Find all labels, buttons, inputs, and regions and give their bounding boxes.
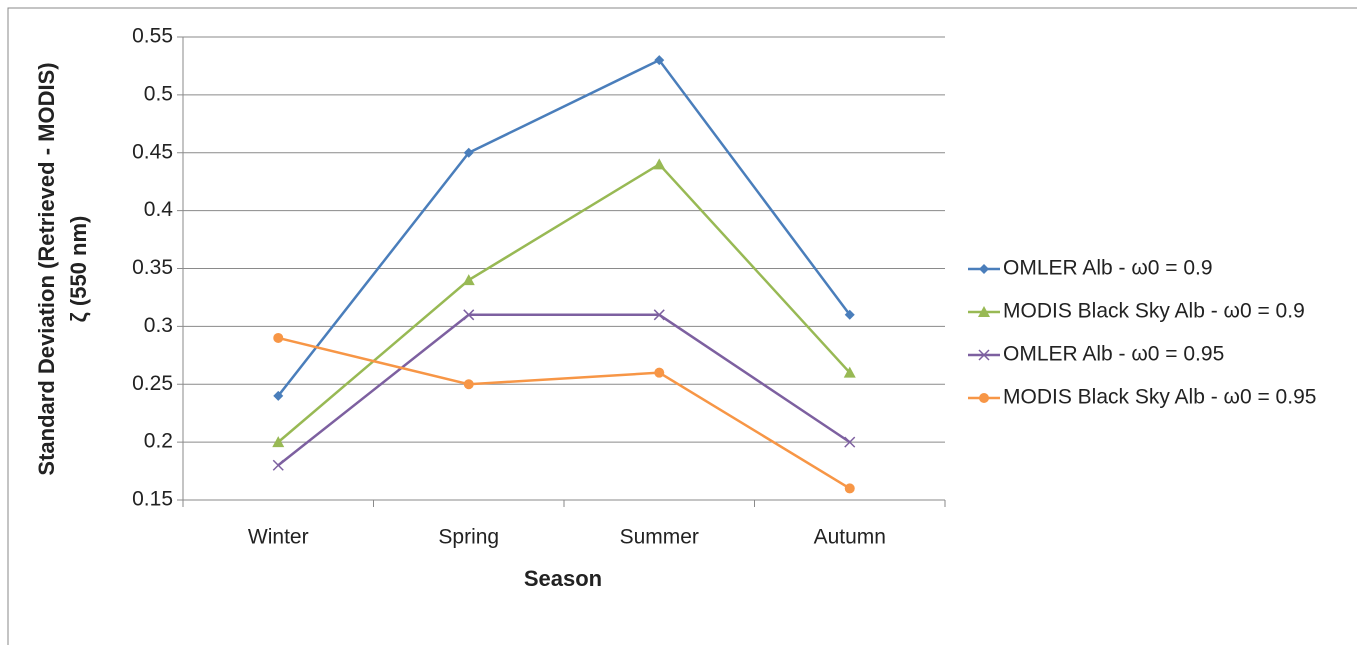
- marker: [844, 309, 855, 320]
- x-tick-label: Winter: [248, 526, 309, 549]
- series-line: [277, 162, 851, 444]
- marker: [978, 306, 990, 317]
- series-line: [277, 58, 851, 397]
- y-tick-label: 0.2: [144, 430, 173, 453]
- marker: [843, 366, 856, 378]
- x-tick-label: Spring: [438, 526, 499, 549]
- y-tick-label: 0.15: [132, 488, 173, 511]
- marker: [463, 379, 474, 390]
- chart-border: [7, 7, 1357, 645]
- marker: [979, 393, 989, 403]
- legend-label: MODIS Black Sky Alb - ω0 = 0.95: [1003, 386, 1316, 409]
- x-tick-label: Summer: [620, 526, 699, 549]
- legend-label: OMLER Alb - ω0 = 0.95: [1003, 343, 1224, 366]
- marker: [654, 367, 665, 378]
- marker: [462, 274, 475, 286]
- marker: [654, 55, 665, 66]
- marker: [979, 264, 989, 274]
- series-line: [277, 336, 851, 490]
- marker: [844, 436, 856, 448]
- legend-label: MODIS Black Sky Alb - ω0 = 0.9: [1003, 300, 1305, 323]
- y-tick-label: 0.5: [144, 82, 173, 105]
- marker: [653, 158, 666, 170]
- legend-label: OMLER Alb - ω0 = 0.9: [1003, 257, 1213, 280]
- y-axis-label: ζ (550 nm): [66, 216, 91, 323]
- y-tick-label: 0.25: [132, 372, 173, 395]
- marker: [272, 459, 284, 471]
- marker: [272, 436, 285, 448]
- series-line: [277, 313, 851, 467]
- marker: [978, 349, 990, 361]
- marker: [463, 147, 474, 158]
- marker: [463, 309, 475, 321]
- marker: [653, 309, 665, 321]
- y-tick-label: 0.35: [132, 256, 173, 279]
- marker: [273, 332, 284, 343]
- marker: [273, 390, 284, 401]
- y-axis-label: Standard Deviation (Retrieved - MODIS): [34, 62, 59, 475]
- y-tick-label: 0.4: [144, 198, 174, 221]
- x-tick-label: Autumn: [814, 526, 886, 549]
- x-axis-label: Season: [524, 566, 602, 591]
- y-tick-label: 0.3: [144, 314, 173, 337]
- marker: [844, 483, 855, 494]
- y-tick-label: 0.45: [132, 140, 173, 163]
- y-tick-label: 0.55: [132, 25, 173, 48]
